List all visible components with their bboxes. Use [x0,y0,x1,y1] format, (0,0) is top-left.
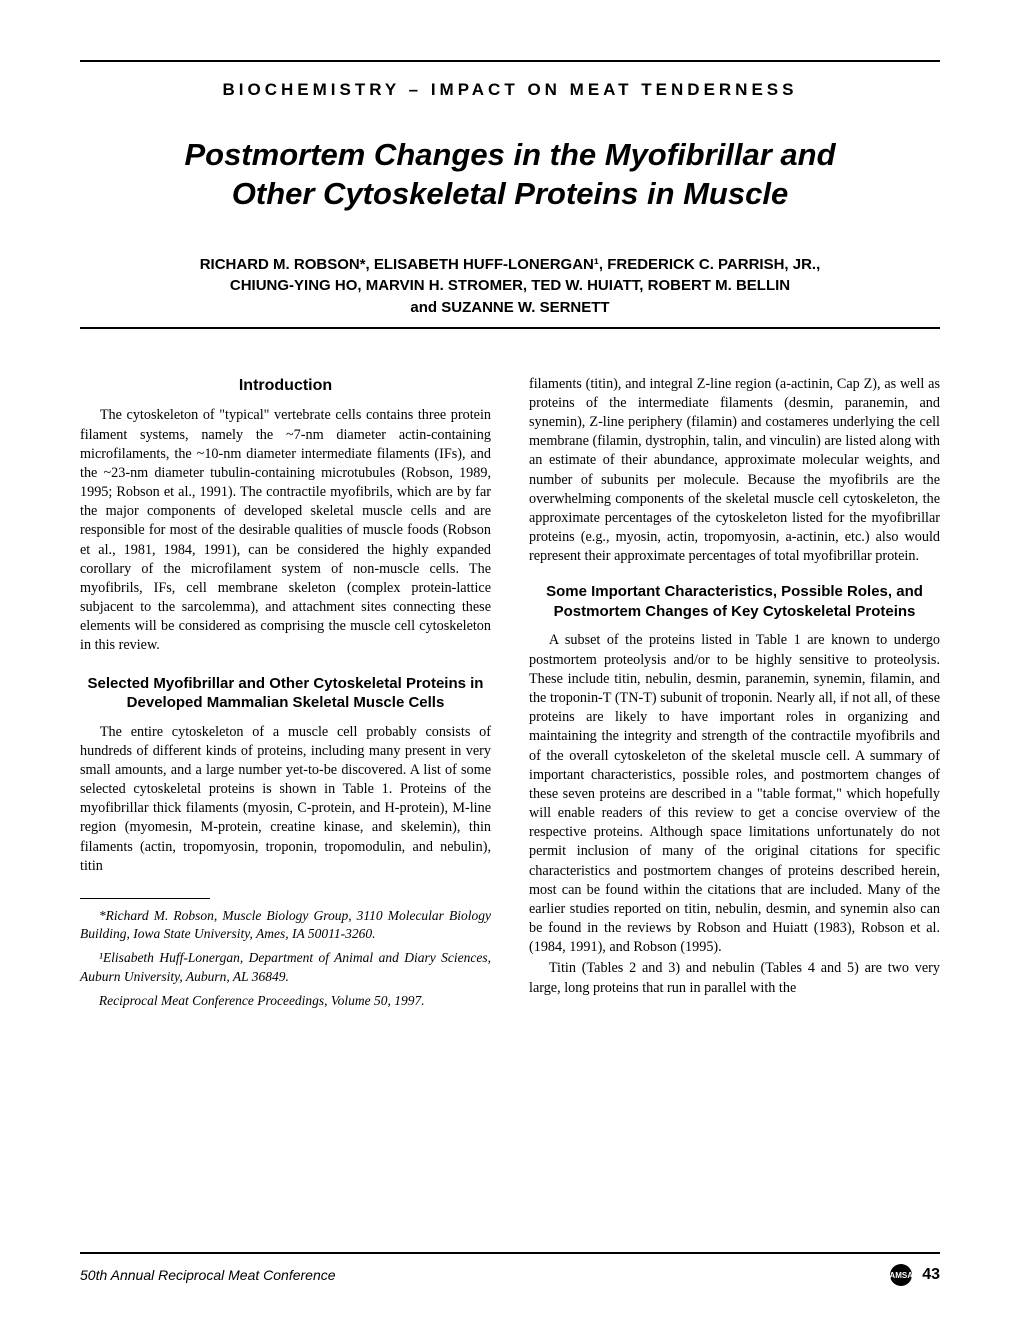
authors-block: RICHARD M. ROBSON*, ELISABETH HUFF-LONER… [80,254,940,319]
selected-proteins-heading: Selected Myofibrillar and Other Cytoskel… [80,674,491,713]
footnote-huff-lonergan: ¹Elisabeth Huff-Lonergan, Department of … [80,949,491,985]
footer-rule [80,1252,940,1254]
footnote-proceedings: Reciprocal Meat Conference Proceedings, … [80,992,491,1010]
footnote-robson: *Richard M. Robson, Muscle Biology Group… [80,907,491,943]
authors-line-3: and SUZANNE W. SERNETT [410,299,609,316]
page: BIOCHEMISTRY – IMPACT ON MEAT TENDERNESS… [0,0,1020,1320]
title-line-2: Other Cytoskeletal Proteins in Muscle [232,176,788,211]
authors-line-2: CHIUNG-YING HO, MARVIN H. STROMER, TED W… [230,277,790,294]
amsa-logo-icon: AMSA [890,1264,912,1286]
page-footer: 50th Annual Reciprocal Meat Conference A… [80,1264,940,1286]
characteristics-paragraph-1: A subset of the proteins listed in Table… [529,631,940,957]
characteristics-heading: Some Important Characteristics, Possible… [529,582,940,621]
author-rule [80,327,940,329]
top-rule [80,60,940,62]
paper-title: Postmortem Changes in the Myofibrillar a… [80,136,940,214]
page-number: 43 [922,1266,940,1284]
title-line-1: Postmortem Changes in the Myofibrillar a… [184,137,835,172]
intro-paragraph-1: The cytoskeleton of "typical" vertebrate… [80,406,491,655]
selected-proteins-paragraph-1: The entire cytoskeleton of a muscle cell… [80,723,491,876]
right-column: filaments (titin), and integral Z-line r… [529,375,940,1016]
continuation-paragraph: filaments (titin), and integral Z-line r… [529,375,940,567]
two-column-body: Introduction The cytoskeleton of "typica… [80,375,940,1016]
left-column: Introduction The cytoskeleton of "typica… [80,375,491,1016]
footer-right: AMSA 43 [890,1264,940,1286]
authors-line-1: RICHARD M. ROBSON*, ELISABETH HUFF-LONER… [200,256,821,273]
footer-conference-name: 50th Annual Reciprocal Meat Conference [80,1267,336,1283]
introduction-heading: Introduction [80,375,491,397]
section-header: BIOCHEMISTRY – IMPACT ON MEAT TENDERNESS [80,80,940,100]
footnote-rule [80,898,210,899]
characteristics-paragraph-2: Titin (Tables 2 and 3) and nebulin (Tabl… [529,959,940,997]
